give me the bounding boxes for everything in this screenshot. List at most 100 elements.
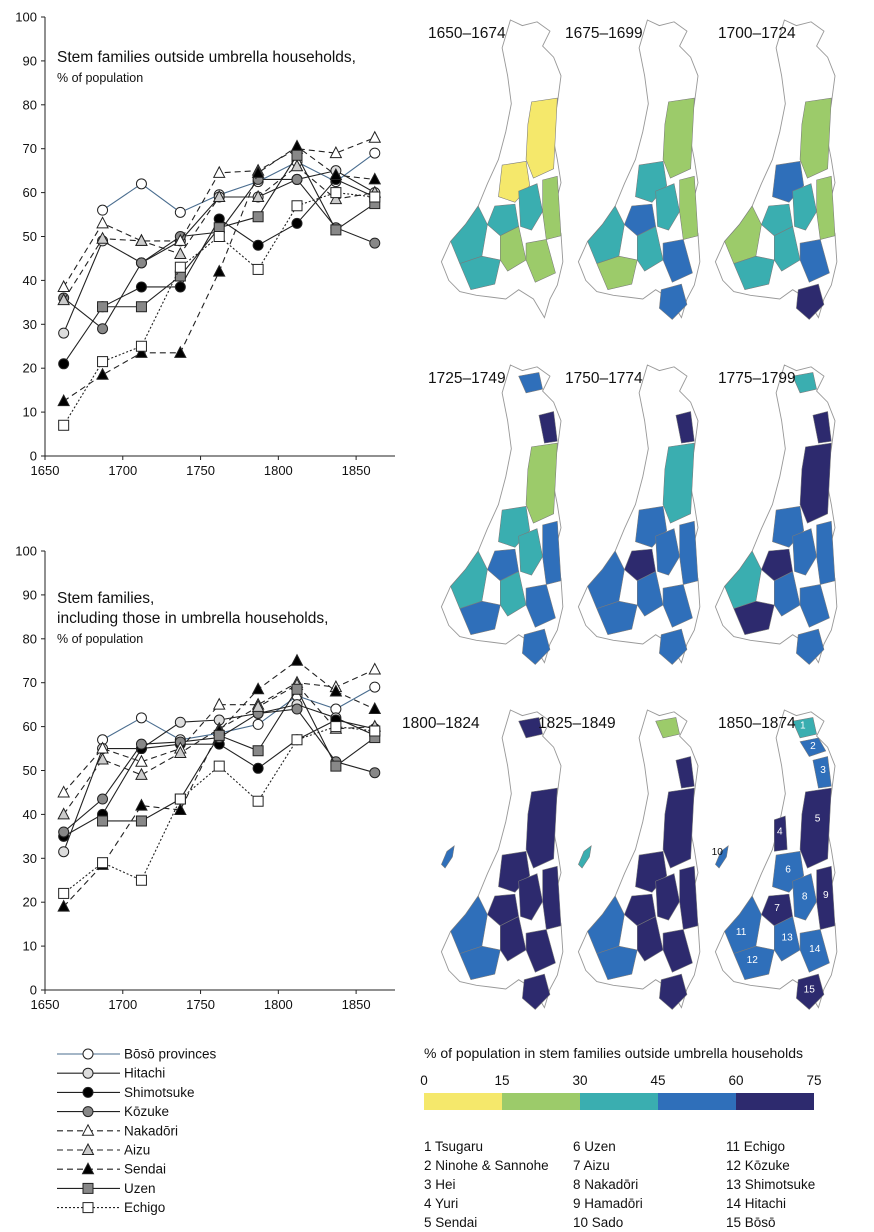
region-key-item: 12 Kōzuke [726,1158,790,1173]
region-shape [459,600,501,636]
legend-label: Hitachi [124,1066,165,1081]
data-point [96,367,109,380]
data-point [135,767,148,780]
data-point [369,725,381,737]
region-key-item: 8 Nakadōri [573,1177,639,1192]
data-point [58,826,70,838]
legend-marker [82,1048,94,1060]
region-number-label: 11 [736,927,747,938]
map-panel [714,19,838,320]
region-shape [525,584,556,628]
data-point [329,192,343,205]
region-number-label: 7 [774,903,780,914]
color-scale-title: % of population in stem families outside… [424,1045,803,1061]
region-shape [774,571,801,617]
data-point [251,699,265,712]
data-point [57,807,70,820]
series-line [102,152,376,213]
region-shape [675,411,695,444]
region-shape [450,550,488,610]
data-point [97,356,109,368]
data-point [135,301,147,313]
data-point [174,206,186,218]
y-tick-label: 60 [23,719,37,734]
region-shape [659,973,688,1010]
region-key-item: 7 Aizu [573,1158,610,1173]
data-point [174,793,186,805]
y-tick-label: 90 [23,587,37,602]
legend-item: Uzen [57,1181,156,1196]
region-shape [441,845,455,869]
series-Echigo [58,721,381,899]
region-shape [724,895,762,955]
legend-item: Echigo [57,1200,165,1215]
data-point [135,874,147,886]
data-point [251,165,265,178]
region-shape [655,528,680,576]
data-point [97,793,109,805]
map-period-label: 1675–1699 [565,25,643,42]
region-shape [733,255,775,291]
data-point [291,217,303,229]
region-shape [459,255,501,291]
data-point [212,264,226,277]
region-number-label: 13 [782,933,794,944]
data-point [329,167,343,181]
series-line [102,154,376,308]
map-panel [714,364,838,665]
region-shape [662,97,695,179]
region-shape [733,945,775,981]
data-point [330,721,342,733]
legend-item: Bōsō provinces [57,1047,217,1062]
region-shape [812,756,832,789]
region-shape [525,239,556,283]
data-point [57,279,70,292]
region-shape [799,584,830,628]
region-shape [816,175,836,240]
region-shape [659,283,688,320]
x-tick-label: 1700 [108,463,137,478]
data-point [97,204,109,216]
region-shape [816,865,836,930]
data-point [96,216,109,229]
data-point [252,211,264,223]
data-point [135,345,148,358]
region-shape [637,226,664,272]
region-shape [596,600,638,636]
y-tick-label: 10 [23,405,37,420]
region-shape [450,205,488,265]
color-bin [424,1093,502,1110]
data-point [174,345,187,358]
data-point [369,147,381,159]
region-shape [733,600,775,636]
region-shape [799,239,830,283]
data-point [135,257,147,269]
region-shape [715,845,729,869]
x-tick-label: 1800 [264,997,293,1012]
series-line [102,686,376,741]
region-shape [587,550,625,610]
region-shape [518,183,543,231]
x-tick-label: 1850 [342,463,371,478]
data-point [251,682,265,695]
color-bin [658,1093,736,1110]
region-number-label: 14 [809,944,821,955]
region-shape [799,97,832,179]
data-point [212,697,226,710]
y-tick-label: 80 [23,631,37,646]
region-key-item: 4 Yuri [424,1196,459,1211]
color-scale-bar: 0 15 30 45 60 75 [420,1073,822,1110]
y-tick-label: 90 [23,53,37,68]
data-point [369,191,381,203]
y-tick-label: 20 [23,361,37,376]
data-point [57,394,70,407]
y-tick-label: 40 [23,273,37,288]
y-tick-label: 80 [23,97,37,112]
region-key-item: 13 Shimotsuke [726,1177,816,1192]
data-point [290,653,304,666]
region-key-item: 14 Hitachi [726,1196,787,1211]
region-shape [637,916,664,962]
x-tick-label: 1750 [186,463,215,478]
